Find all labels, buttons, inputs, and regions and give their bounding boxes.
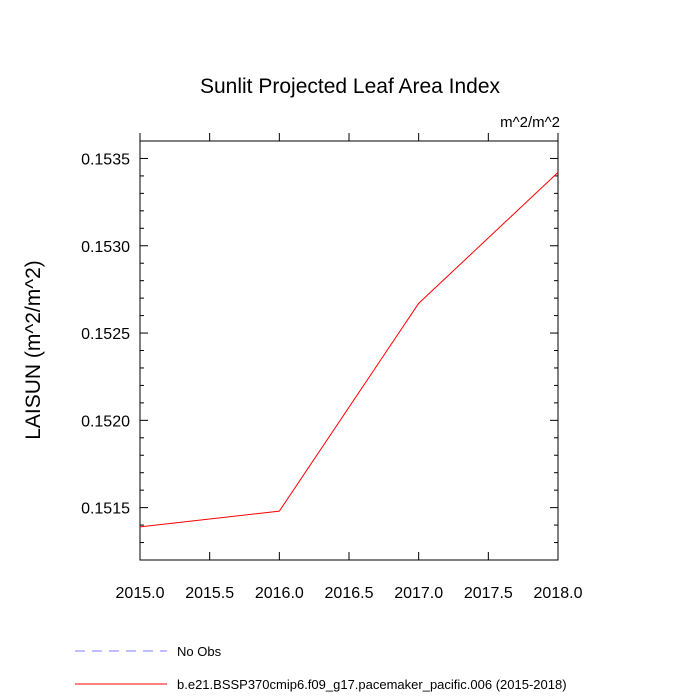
axis-ticks (139, 133, 559, 561)
legend-label: No Obs (177, 644, 222, 659)
x-tick-label: 2018.0 (534, 585, 583, 602)
units-label: m^2/m^2 (500, 114, 560, 131)
x-tick-label: 2017.5 (464, 585, 513, 602)
y-tick-label: 0.1525 (81, 326, 130, 343)
y-tick-label: 0.1530 (81, 239, 130, 256)
series-line (139, 172, 559, 528)
y-axis-label: LAISUN (m^2/m^2) (22, 260, 45, 440)
x-tick-label: 2015.0 (116, 585, 165, 602)
x-tick-label: 2015.5 (185, 585, 234, 602)
plot-frame (139, 140, 559, 561)
x-tick-label: 2016.0 (255, 585, 304, 602)
x-tick-label: 2016.5 (325, 585, 374, 602)
series-group (139, 172, 559, 528)
x-tick-label: 2017.0 (394, 585, 443, 602)
y-tick-label: 0.1520 (81, 413, 130, 430)
y-tick-labels: 0.1515 0.1520 0.1525 0.1530 0.1535 (81, 151, 130, 517)
legend: No Obs b.e21.BSSP370cmip6.f09_g17.pacemak… (75, 644, 567, 692)
chart-title: Sunlit Projected Leaf Area Index (200, 75, 501, 98)
y-tick-label: 0.1515 (81, 501, 130, 518)
y-tick-label: 0.1535 (81, 151, 130, 168)
legend-label: b.e21.BSSP370cmip6.f09_g17.pacemaker_pac… (177, 677, 567, 692)
x-tick-labels: 2015.0 2015.5 2016.0 2016.5 2017.0 2017.5 2018… (116, 585, 583, 602)
